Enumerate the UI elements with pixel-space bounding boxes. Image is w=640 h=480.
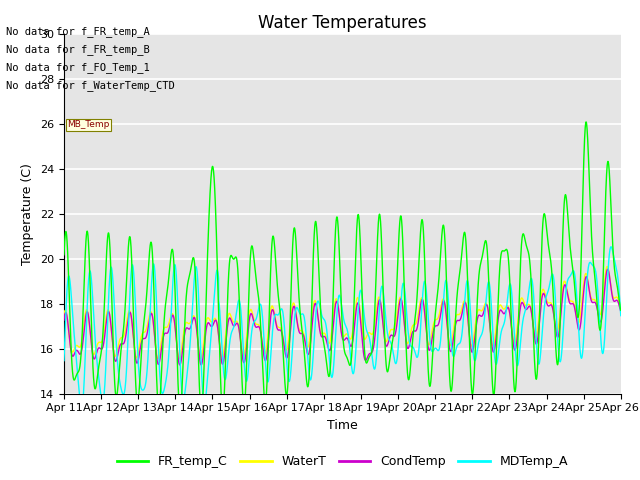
- Title: Water Temperatures: Water Temperatures: [258, 14, 427, 32]
- Y-axis label: Temperature (C): Temperature (C): [22, 163, 35, 264]
- Text: No data for f_FO_Temp_1: No data for f_FO_Temp_1: [6, 62, 150, 73]
- Text: MB_Temp: MB_Temp: [67, 120, 109, 129]
- Text: No data for f_FR_temp_A: No data for f_FR_temp_A: [6, 25, 150, 36]
- Text: No data for f_FR_temp_B: No data for f_FR_temp_B: [6, 44, 150, 55]
- Legend: FR_temp_C, WaterT, CondTemp, MDTemp_A: FR_temp_C, WaterT, CondTemp, MDTemp_A: [112, 450, 573, 473]
- X-axis label: Time: Time: [327, 419, 358, 432]
- Text: No data for f_WaterTemp_CTD: No data for f_WaterTemp_CTD: [6, 80, 175, 91]
